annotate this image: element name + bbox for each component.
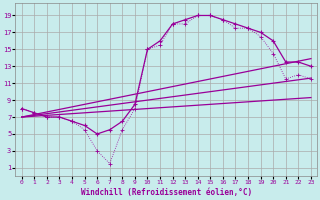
X-axis label: Windchill (Refroidissement éolien,°C): Windchill (Refroidissement éolien,°C) xyxy=(81,188,252,197)
